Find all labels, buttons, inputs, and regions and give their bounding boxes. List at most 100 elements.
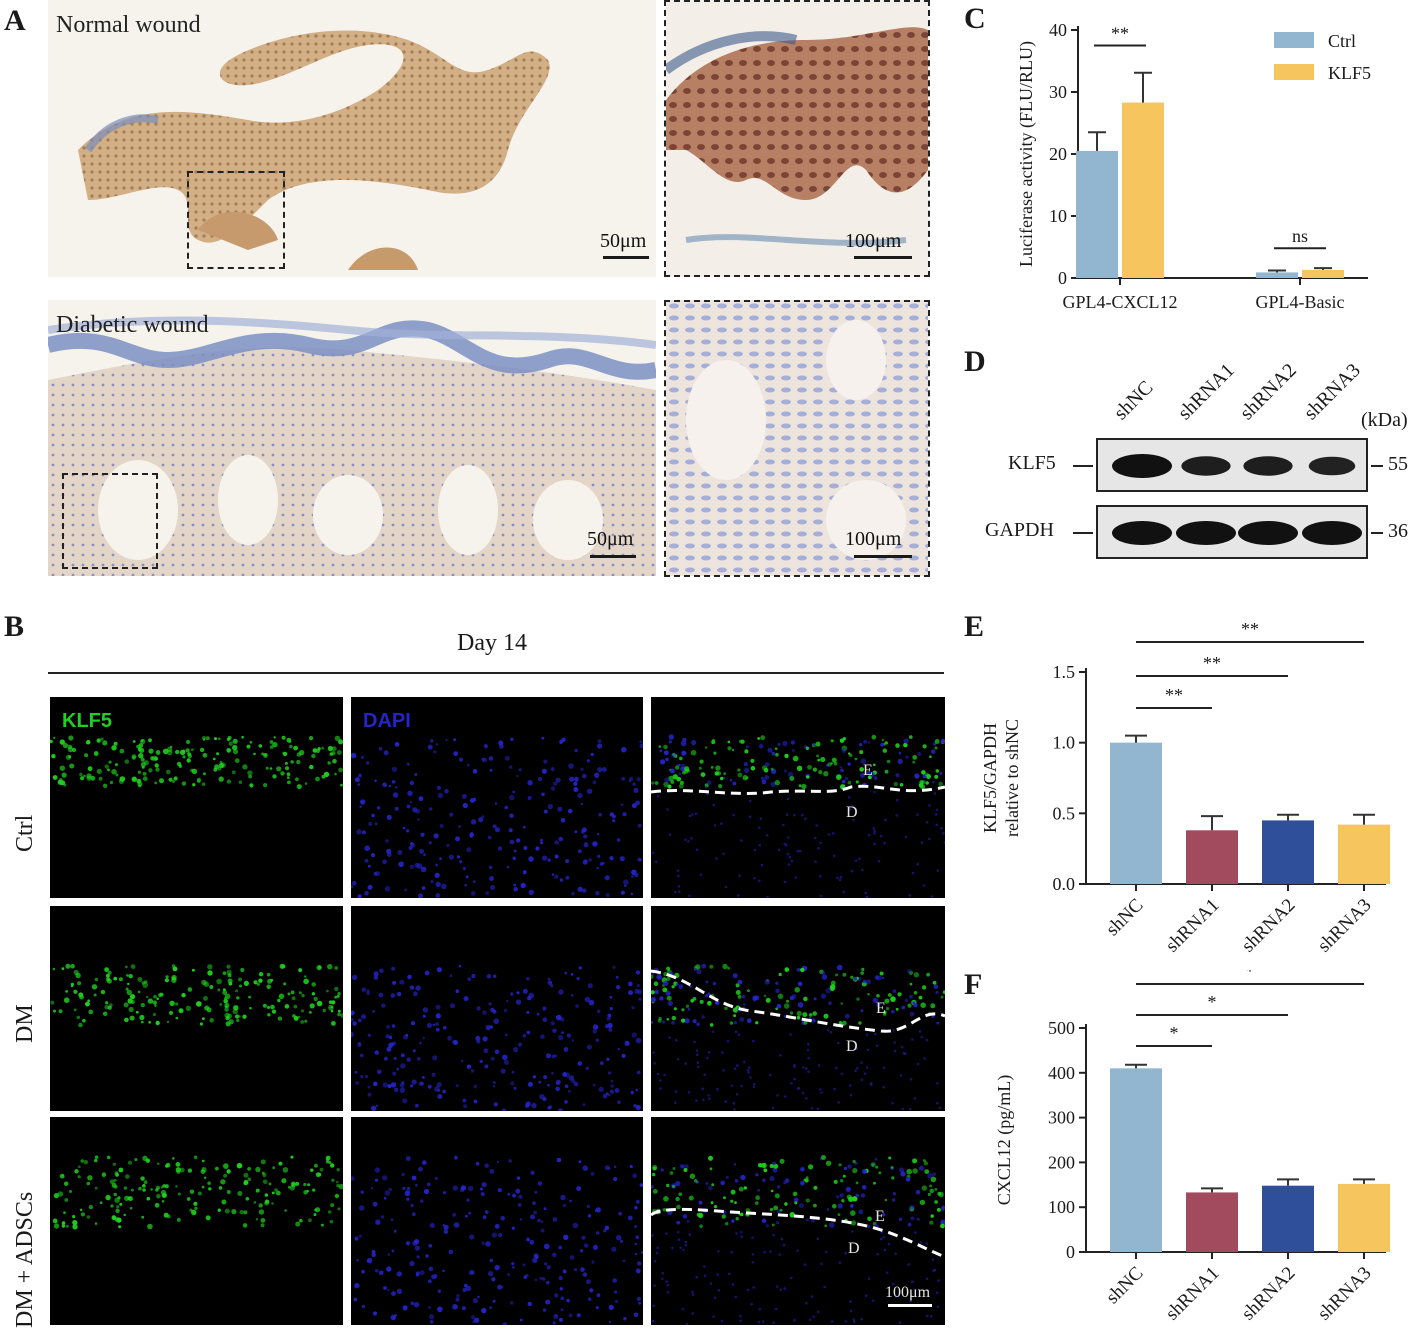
cell-nucleus [772, 1233, 775, 1237]
cell-nucleus [72, 1215, 76, 1219]
cell-nucleus [732, 813, 735, 817]
cell-nucleus [740, 1174, 746, 1181]
cell-nucleus [93, 751, 99, 756]
cell-nucleus [140, 757, 145, 762]
cell-nucleus [772, 1321, 775, 1325]
row-label-dm-adscs: DM + ADSCs [12, 1191, 38, 1328]
cell-nucleus [334, 995, 338, 999]
cell-nucleus [106, 977, 111, 982]
cell-nucleus [191, 968, 195, 972]
cell-nucleus [129, 1015, 135, 1021]
cell-nucleus [508, 828, 513, 833]
cell-nucleus [760, 735, 766, 741]
cell-nucleus [140, 761, 146, 768]
cell-nucleus [783, 1015, 787, 1018]
cell-nucleus [696, 1053, 699, 1056]
cell-nucleus [109, 1003, 113, 1007]
cell-nucleus [627, 981, 633, 987]
cell-nucleus [504, 805, 508, 810]
cell-nucleus [116, 1205, 120, 1209]
cell-nucleus [358, 773, 362, 778]
cell-nucleus [530, 1170, 535, 1175]
cell-nucleus [111, 769, 117, 775]
cell-nucleus [609, 996, 613, 999]
cell-nucleus [940, 1223, 945, 1229]
cell-nucleus [119, 1202, 123, 1206]
cell-nucleus [913, 991, 918, 995]
cell-nucleus [827, 762, 832, 767]
cell-nucleus [125, 1174, 130, 1179]
cell-nucleus [588, 999, 595, 1006]
cell-nucleus [652, 1304, 656, 1308]
cell-nucleus [629, 1164, 633, 1169]
cell-nucleus [730, 1189, 736, 1195]
cell-nucleus [935, 823, 938, 827]
cell-nucleus [696, 1065, 700, 1069]
cell-nucleus [125, 965, 128, 969]
cell-nucleus [779, 1288, 783, 1291]
cell-nucleus [418, 1166, 423, 1172]
blot-lane-label: shRNA3 [1299, 359, 1365, 425]
cell-nucleus [666, 976, 671, 981]
cell-nucleus [812, 1315, 815, 1319]
cell-nucleus [547, 977, 551, 981]
cell-nucleus [942, 831, 945, 835]
cell-nucleus [165, 1164, 169, 1168]
cell-nucleus [429, 1223, 435, 1228]
cell-nucleus [916, 862, 919, 866]
cell-nucleus [594, 772, 600, 778]
cell-nucleus [541, 855, 548, 861]
cell-nucleus [692, 1019, 697, 1024]
cell-nucleus [351, 1031, 354, 1037]
cell-nucleus [371, 1250, 376, 1254]
cell-nucleus [826, 1028, 830, 1032]
cell-nucleus [510, 737, 514, 741]
cell-nucleus [356, 1259, 359, 1262]
cell-nucleus [513, 1047, 519, 1053]
cell-nucleus [793, 1318, 796, 1322]
cell-nucleus [798, 784, 802, 788]
cell-nucleus [245, 1197, 250, 1201]
cell-nucleus [392, 792, 399, 798]
cell-nucleus [425, 1254, 429, 1258]
cell-nucleus [328, 1000, 333, 1004]
cell-nucleus [368, 821, 373, 826]
cell-nucleus [428, 1306, 431, 1309]
cell-nucleus [848, 752, 851, 755]
cell-nucleus [812, 743, 816, 747]
cell-nucleus [309, 736, 314, 741]
cell-nucleus [366, 989, 370, 993]
cell-nucleus [70, 984, 74, 988]
cell-nucleus [373, 971, 379, 977]
cell-nucleus [548, 1105, 553, 1109]
cell-nucleus [481, 1307, 487, 1314]
cell-nucleus [612, 1278, 617, 1283]
cell-nucleus [203, 772, 206, 776]
cell-nucleus [854, 859, 858, 862]
cell-nucleus [826, 1208, 830, 1211]
cell-nucleus [583, 842, 589, 848]
cell-nucleus [304, 975, 307, 978]
cell-nucleus [200, 1169, 206, 1174]
cell-nucleus [680, 1164, 685, 1169]
cell-nucleus [704, 786, 708, 789]
cell-nucleus [542, 1308, 547, 1312]
cell-nucleus [459, 757, 464, 762]
cell-nucleus [935, 769, 940, 773]
cell-nucleus [334, 986, 339, 992]
cell-nucleus [258, 978, 263, 983]
cell-nucleus [497, 846, 503, 851]
cell-nucleus [815, 824, 818, 827]
cell-nucleus [360, 799, 366, 805]
cell-nucleus [148, 768, 153, 773]
cell-nucleus [705, 1181, 709, 1185]
cell-nucleus [527, 1081, 533, 1087]
cell-nucleus [909, 735, 913, 739]
cell-nucleus [807, 764, 812, 770]
cell-nucleus [782, 1243, 786, 1247]
cell-nucleus [732, 1007, 739, 1013]
cell-nucleus [796, 1015, 801, 1020]
cell-nucleus [412, 1212, 416, 1217]
cell-nucleus [852, 1168, 858, 1174]
cell-nucleus [193, 1201, 198, 1206]
